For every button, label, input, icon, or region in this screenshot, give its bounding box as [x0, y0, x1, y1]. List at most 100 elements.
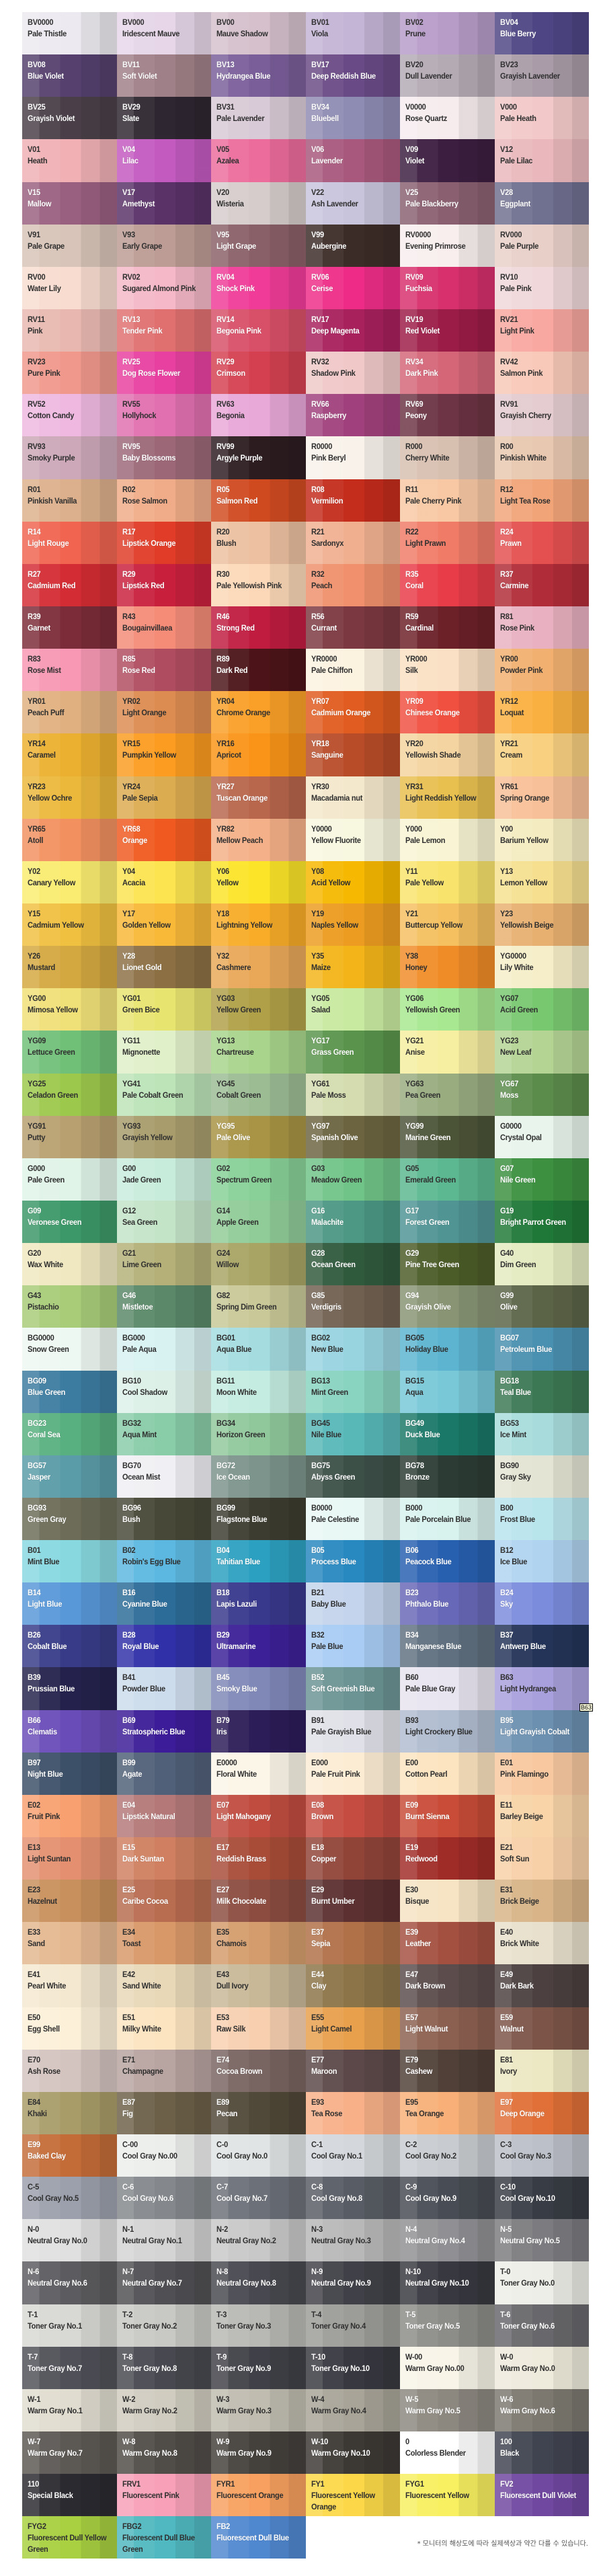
- swatch-name: Pale Grayish Blue: [311, 1726, 371, 1736]
- marker-stroke-texture: [400, 352, 495, 395]
- marker-stroke-texture: [211, 1625, 306, 1668]
- swatch-name: Pale Cobalt Green: [122, 1090, 184, 1100]
- swatch-code: W-5: [405, 2394, 419, 2404]
- color-swatch: E18 Copper: [305, 1837, 400, 1880]
- swatch-name: Ice Blue: [499, 1557, 527, 1567]
- swatch-code: YG67: [499, 1078, 518, 1088]
- swatch-name: Mallow: [28, 198, 52, 208]
- swatch-code: V99: [311, 229, 324, 239]
- marker-stroke-texture: [22, 1837, 117, 1880]
- marker-stroke-texture: [116, 818, 211, 861]
- swatch-code: RV14: [216, 314, 235, 324]
- marker-stroke-texture: [22, 1497, 117, 1541]
- swatch-code: R39: [28, 611, 41, 621]
- swatch-name: Light Reddish Yellow: [405, 793, 477, 803]
- marker-stroke-texture: [305, 266, 400, 309]
- marker-stroke-texture: [22, 1412, 117, 1455]
- swatch-name: Neutral Gray No.6: [28, 2278, 87, 2288]
- color-swatch: R14 Light Rouge: [22, 521, 117, 564]
- swatch-code: V09: [405, 145, 418, 155]
- swatch-name: Warm Gray No.10: [311, 2448, 370, 2458]
- color-swatch: G40 Dim Green: [494, 1243, 589, 1286]
- marker-stroke-texture: [22, 1200, 117, 1244]
- color-swatch: R12 Light Tea Rose: [494, 479, 589, 522]
- marker-stroke-texture: [211, 2091, 306, 2135]
- swatch-name: Dark Red: [216, 666, 248, 676]
- marker-stroke-texture: [116, 1412, 211, 1455]
- color-swatch: E51 Milky White: [116, 2007, 211, 2050]
- color-swatch: C-00 Cool Gray No.00: [116, 2134, 211, 2177]
- color-swatch: BG0000 Snow Green: [22, 1328, 117, 1371]
- swatch-name: Warm Gray No.2: [122, 2405, 177, 2415]
- swatch-code: C-9: [405, 2182, 417, 2192]
- swatch-name: Neutral Gray No.2: [216, 2236, 276, 2246]
- marker-stroke-texture: [400, 139, 495, 182]
- swatch-name: Aqua Mint: [122, 1429, 157, 1439]
- swatch-name: Warm Gray No.1: [28, 2405, 83, 2415]
- marker-stroke-texture: [400, 2091, 495, 2135]
- color-swatch: T-5 Toner Gray No.5: [400, 2304, 495, 2347]
- swatch-name: Wax White: [28, 1260, 63, 1270]
- swatch-code: C-10: [499, 2182, 516, 2192]
- swatch-name: Naples Yellow: [311, 920, 358, 930]
- swatch-name: Nile Blue: [311, 1429, 341, 1439]
- color-swatch: T-8 Toner Gray No.8: [116, 2346, 211, 2389]
- color-swatch: B60 Pale Blue Gray: [400, 1667, 495, 1710]
- marker-stroke-texture: [305, 1625, 400, 1668]
- swatch-name: Acid Green: [499, 1005, 538, 1015]
- swatch-code: G17: [405, 1205, 419, 1215]
- swatch-code: RV42: [499, 357, 518, 367]
- swatch-code: G20: [28, 1248, 42, 1258]
- marker-stroke-texture: [211, 1794, 306, 1838]
- color-swatch: W-3 Warm Gray No.3: [211, 2388, 306, 2432]
- marker-stroke-texture: [22, 733, 117, 776]
- color-swatch: E57 Light Walnut: [400, 2007, 495, 2050]
- color-swatch: E31 Brick Beige: [494, 1880, 589, 1923]
- swatch-name: Carmine: [499, 580, 529, 590]
- marker-stroke-texture: [494, 2007, 589, 2050]
- swatch-code: YG25: [28, 1078, 46, 1088]
- marker-stroke-texture: [211, 733, 306, 776]
- marker-stroke-texture: [305, 1455, 400, 1498]
- color-swatch: BG99 Flagstone Blue: [211, 1497, 306, 1541]
- color-swatch: B97 Night Blue: [22, 1752, 117, 1795]
- color-swatch: E44 Clay: [305, 1964, 400, 2007]
- color-swatch: Y0000 Yellow Fluorite: [305, 818, 400, 861]
- swatch-code: B52: [311, 1673, 325, 1683]
- swatch-code: Y0000: [311, 823, 332, 834]
- marker-stroke-texture: [211, 1582, 306, 1625]
- marker-stroke-texture: [116, 903, 211, 947]
- swatch-name: Hazelnut: [28, 1896, 57, 1906]
- swatch-code: FYR1: [216, 2479, 235, 2489]
- swatch-name: Rose Quartz: [405, 114, 447, 124]
- swatch-name: Gray Sky: [499, 1472, 531, 1482]
- marker-stroke-texture: [305, 606, 400, 649]
- swatch-code: G29: [405, 1248, 419, 1258]
- swatch-name: Lipstick Red: [122, 580, 165, 590]
- color-swatch: V09 Violet: [400, 139, 495, 182]
- swatch-name: Heath: [28, 156, 48, 166]
- marker-stroke-texture: [494, 1200, 589, 1244]
- swatch-name: Rose Mist: [28, 666, 61, 676]
- marker-stroke-texture: [400, 2346, 495, 2389]
- marker-stroke-texture: [116, 988, 211, 1031]
- marker-stroke-texture: [305, 12, 400, 55]
- swatch-code: E34: [122, 1927, 135, 1937]
- swatch-code: E59: [499, 2012, 513, 2022]
- swatch-code: BV20: [405, 60, 424, 70]
- swatch-name: Lionet Gold: [122, 963, 162, 973]
- marker-stroke-texture: [494, 352, 589, 395]
- marker-stroke-texture: [116, 1582, 211, 1625]
- swatch-name: Dark Bark: [499, 1981, 534, 1991]
- color-swatch: E30 Bisque: [400, 1880, 495, 1923]
- marker-stroke-texture: [211, 1667, 306, 1710]
- swatch-name: Peacock Blue: [405, 1557, 452, 1567]
- swatch-name: Evening Primrose: [405, 241, 466, 251]
- swatch-name: Pinkish White: [499, 453, 547, 463]
- swatch-name: Neutral Gray No.4: [405, 2236, 465, 2246]
- color-swatch: FYG1 Fluorescent Yellow: [400, 2474, 495, 2517]
- swatch-code: E55: [311, 2012, 324, 2022]
- color-swatch: R000 Cherry White: [400, 436, 495, 479]
- swatch-code: BV00: [216, 17, 235, 27]
- swatch-name: Horizon Green: [216, 1429, 266, 1439]
